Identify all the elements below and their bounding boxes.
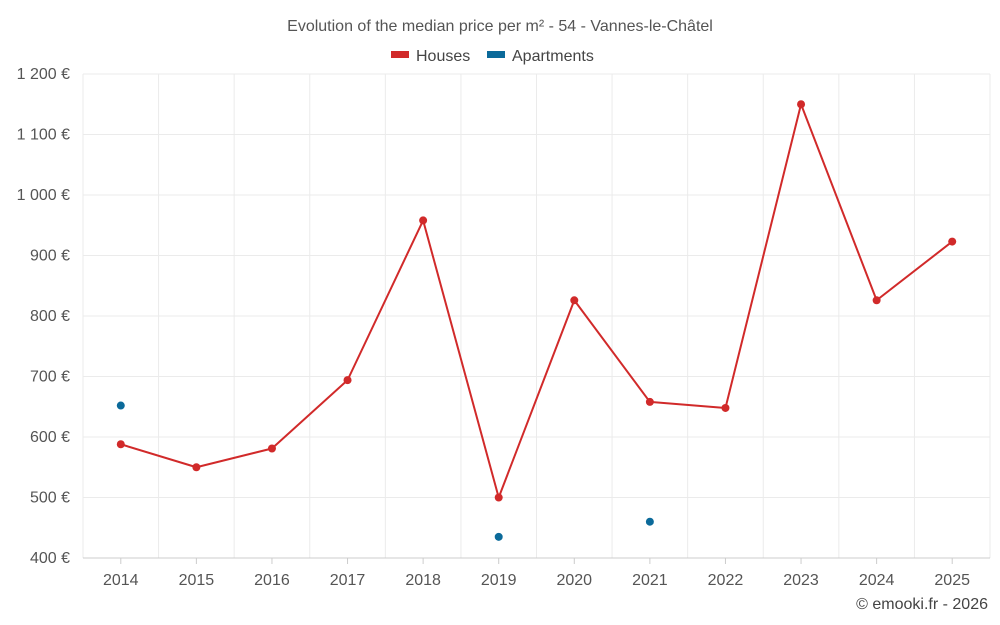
data-point-apartments[interactable] (645, 517, 654, 526)
x-tick-label: 2015 (179, 572, 215, 589)
credit: © emooki.fr - 2026 (856, 596, 988, 613)
x-tick-label: 2014 (103, 572, 139, 589)
y-axis-ticks: 400 € 500 € 600 € 700 € 800 € 900 € 1 000 € 1 1… (17, 66, 70, 567)
x-tick-label: 2024 (859, 572, 895, 589)
y-tick-label: 1 100 € (17, 127, 70, 144)
legend-label-houses[interactable]: Houses (416, 48, 470, 65)
chart-title: Evolution of the median price per m² - 5… (287, 18, 713, 35)
data-point-houses[interactable] (721, 403, 730, 412)
y-tick-label: 1 200 € (17, 66, 70, 83)
series (116, 100, 957, 541)
data-point-houses[interactable] (192, 463, 201, 472)
data-point-houses[interactable] (267, 444, 276, 453)
data-point-apartments[interactable] (116, 401, 125, 410)
data-point-apartments[interactable] (494, 532, 503, 541)
data-point-houses[interactable] (116, 440, 125, 449)
y-tick-label: 800 € (30, 308, 70, 325)
y-tick-label: 400 € (30, 550, 70, 567)
data-point-houses[interactable] (645, 397, 654, 406)
data-point-houses[interactable] (419, 216, 428, 225)
legend-swatch-apartments (487, 51, 505, 58)
legend-label-apartments[interactable]: Apartments (512, 48, 594, 65)
y-tick-label: 600 € (30, 429, 70, 446)
x-tick-label: 2017 (330, 572, 366, 589)
x-tick-label: 2021 (632, 572, 668, 589)
y-tick-label: 1 000 € (17, 187, 70, 204)
x-axis-ticks: 2014 2015 2016 2017 2018 2019 2020 2021 2022 2023… (103, 558, 970, 589)
data-point-houses[interactable] (797, 100, 806, 109)
series-apartments (116, 401, 654, 541)
data-point-houses[interactable] (872, 296, 881, 305)
legend: Houses Apartments (391, 48, 594, 65)
y-tick-label: 700 € (30, 369, 70, 386)
y-tick-label: 500 € (30, 490, 70, 507)
data-point-houses[interactable] (494, 493, 503, 502)
series-houses (116, 100, 957, 502)
x-tick-label: 2019 (481, 572, 517, 589)
grid (82, 73, 991, 558)
data-point-houses[interactable] (343, 376, 352, 385)
x-tick-label: 2025 (934, 572, 970, 589)
x-tick-label: 2018 (405, 572, 441, 589)
y-tick-label: 900 € (30, 248, 70, 265)
legend-swatch-houses (391, 51, 409, 58)
x-tick-label: 2020 (556, 572, 592, 589)
series-line-houses (120, 103, 953, 499)
x-tick-label: 2016 (254, 572, 290, 589)
x-tick-label: 2023 (783, 572, 819, 589)
data-point-houses[interactable] (570, 296, 579, 305)
x-tick-label: 2022 (708, 572, 744, 589)
data-point-houses[interactable] (948, 237, 957, 246)
